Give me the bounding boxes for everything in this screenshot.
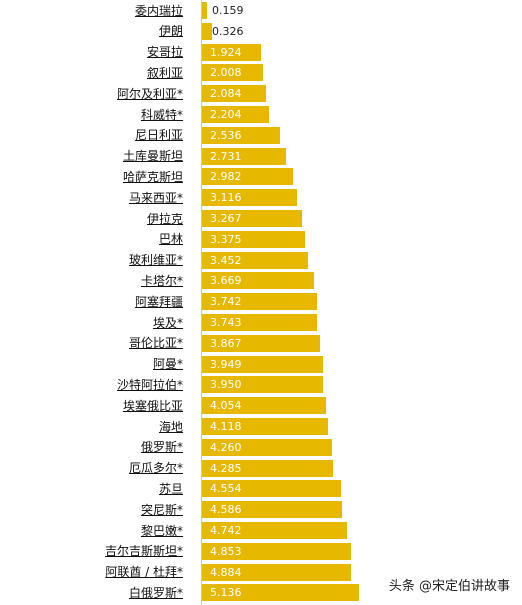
category-label: 哈萨克斯坦 bbox=[122, 169, 183, 184]
value-label: 2.008 bbox=[210, 66, 242, 80]
category-label: 苏旦 bbox=[158, 481, 183, 496]
category-label: 阿曼* bbox=[152, 357, 183, 372]
category-label: 玻利维亚* bbox=[128, 253, 183, 268]
value-label: 0.159 bbox=[212, 4, 244, 17]
value-label: 3.452 bbox=[210, 253, 242, 267]
bar bbox=[202, 501, 343, 519]
value-label: 3.950 bbox=[210, 378, 242, 392]
category-label: 厄瓜多尔* bbox=[128, 461, 183, 476]
value-label: 5.136 bbox=[210, 586, 242, 600]
value-label: 3.116 bbox=[210, 191, 242, 205]
category-axis-line bbox=[201, 0, 202, 605]
value-label: 3.743 bbox=[210, 316, 242, 329]
category-label: 马来西亚* bbox=[128, 190, 183, 205]
category-label: 土库曼斯坦 bbox=[122, 149, 183, 164]
bar bbox=[202, 563, 352, 581]
bar bbox=[202, 522, 348, 539]
category-label: 白俄罗斯* bbox=[128, 585, 183, 600]
bar bbox=[202, 22, 212, 40]
bar bbox=[202, 542, 351, 560]
value-label: 4.884 bbox=[210, 565, 242, 579]
category-label: 吉尔吉斯斯坦* bbox=[104, 544, 183, 559]
category-label: 突尼斯* bbox=[140, 502, 183, 517]
bar bbox=[202, 106, 270, 123]
bar bbox=[202, 43, 261, 61]
value-label: 3.742 bbox=[210, 295, 242, 309]
bar bbox=[202, 2, 207, 19]
category-label: 伊朗 bbox=[158, 24, 183, 39]
category-label: 尼日利亚 bbox=[134, 128, 183, 143]
value-label: 4.285 bbox=[210, 461, 242, 475]
bar bbox=[202, 355, 323, 373]
value-label: 3.949 bbox=[210, 357, 242, 371]
value-label: 4.853 bbox=[210, 544, 242, 558]
value-label: 3.669 bbox=[210, 274, 242, 288]
bar bbox=[202, 126, 280, 144]
category-label: 阿塞拜疆 bbox=[134, 294, 183, 309]
category-label: 埃及* bbox=[152, 315, 183, 330]
bar bbox=[202, 397, 327, 415]
category-label: 卡塔尔* bbox=[140, 273, 183, 288]
bar bbox=[202, 584, 360, 602]
value-label: 1.924 bbox=[210, 45, 242, 59]
category-label: 海地 bbox=[158, 419, 183, 434]
category-label: 伊拉克 bbox=[146, 211, 183, 226]
category-label: 科威特* bbox=[140, 107, 183, 122]
bar bbox=[202, 272, 315, 290]
category-label: 黎巴嫩* bbox=[140, 523, 183, 538]
bar bbox=[202, 480, 342, 498]
value-label: 4.054 bbox=[210, 399, 242, 413]
category-label: 委内瑞拉 bbox=[134, 3, 183, 18]
bar bbox=[202, 314, 317, 331]
bar bbox=[202, 230, 306, 248]
value-label: 4.586 bbox=[210, 503, 242, 517]
value-label: 2.536 bbox=[210, 128, 242, 142]
value-label: 2.731 bbox=[210, 149, 242, 163]
bar bbox=[202, 64, 264, 82]
category-label: 阿尔及利亚* bbox=[116, 86, 183, 101]
bar bbox=[202, 189, 298, 207]
bar bbox=[202, 85, 266, 103]
bar bbox=[202, 210, 302, 227]
category-label: 叙利亚 bbox=[146, 65, 183, 80]
category-label: 沙特阿拉伯* bbox=[116, 377, 183, 392]
value-label: 4.742 bbox=[210, 524, 242, 537]
value-label: 3.375 bbox=[210, 232, 242, 246]
value-label: 2.084 bbox=[210, 87, 242, 101]
value-label: 4.554 bbox=[210, 482, 242, 496]
bar bbox=[202, 334, 321, 352]
bar bbox=[202, 418, 328, 435]
value-label: 2.982 bbox=[210, 170, 242, 184]
category-label: 阿联酋 / 杜拜* bbox=[105, 565, 183, 580]
value-label: 3.867 bbox=[210, 336, 242, 350]
category-label: 俄罗斯* bbox=[140, 440, 183, 455]
watermark: 头条 @宋定伯讲故事 bbox=[384, 573, 514, 596]
bar bbox=[202, 251, 308, 269]
category-label: 埃塞俄比亚 bbox=[122, 398, 183, 413]
bar bbox=[202, 376, 323, 394]
bar bbox=[202, 459, 334, 477]
value-label: 3.267 bbox=[210, 212, 242, 225]
category-label: 哥伦比亚* bbox=[128, 336, 183, 351]
category-label: 安哥拉 bbox=[146, 45, 183, 60]
bar bbox=[202, 293, 317, 311]
bar bbox=[202, 168, 294, 186]
bar bbox=[202, 147, 286, 165]
value-label: 2.204 bbox=[210, 108, 242, 121]
bar bbox=[202, 438, 333, 456]
value-label: 0.326 bbox=[212, 24, 244, 38]
value-label: 4.118 bbox=[210, 420, 242, 433]
category-label: 巴林 bbox=[158, 232, 183, 247]
value-label: 4.260 bbox=[210, 440, 242, 454]
